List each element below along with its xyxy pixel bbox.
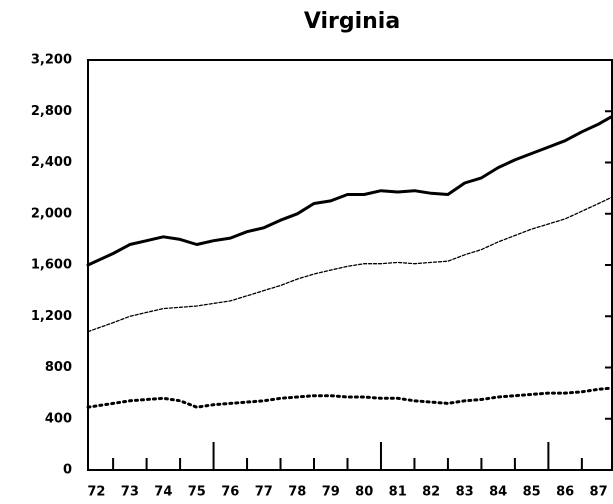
y-tick-label: 1,600 <box>31 258 72 273</box>
x-tick-label: 77 <box>255 485 273 500</box>
x-tick-label: 75 <box>188 485 206 500</box>
x-tick-label: 83 <box>456 485 474 500</box>
series-line <box>86 114 613 267</box>
x-tick-label: 82 <box>422 485 440 500</box>
x-tick-label: 72 <box>87 485 105 500</box>
y-tick-label: 3,200 <box>31 53 72 68</box>
y-tick-label: 2,400 <box>31 155 72 170</box>
y-tick-label: 800 <box>45 360 72 375</box>
chart-title: Virginia <box>304 9 400 34</box>
x-tick-label: 81 <box>389 485 407 500</box>
plot-frame <box>87 59 613 471</box>
x-tick-label: 80 <box>355 485 373 500</box>
y-tick-label: 400 <box>45 411 72 426</box>
x-tick-label: 74 <box>154 485 172 500</box>
x-tick-label: 85 <box>523 485 541 500</box>
series-line <box>86 386 613 409</box>
y-tick-label: 2,000 <box>31 206 72 221</box>
x-tick-label: 86 <box>556 485 574 500</box>
x-tick-label: 73 <box>121 485 139 500</box>
y-tick-label: 1,200 <box>31 309 72 324</box>
x-tick-label: 87 <box>590 485 608 500</box>
series-line <box>87 196 613 333</box>
x-tick-label: 76 <box>221 485 239 500</box>
y-tick-label: 0 <box>63 463 72 478</box>
x-tick-label: 84 <box>489 485 507 500</box>
y-tick-label: 2,800 <box>31 104 72 119</box>
x-tick-label: 79 <box>322 485 340 500</box>
x-tick-label: 78 <box>288 485 306 500</box>
